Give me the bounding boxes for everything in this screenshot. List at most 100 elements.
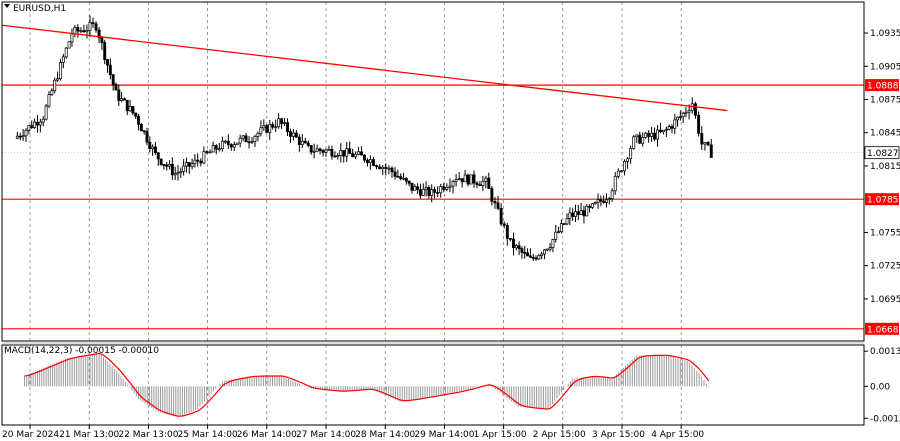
candle-bear: [18, 135, 22, 138]
time-axis: 20 Mar 2024 21 Mar 13:00 22 Mar 13:00 25 Ma…: [2, 425, 704, 440]
symbol-label: EURUSD,H1: [13, 4, 66, 14]
candle-bull: [381, 167, 385, 170]
candle-bull: [354, 153, 358, 158]
candle-bear: [375, 165, 379, 168]
candle-bull: [559, 223, 563, 232]
candle-bear: [30, 125, 34, 128]
candle-bear: [321, 150, 325, 153]
candle-bear: [588, 205, 592, 208]
macd-tick-label: 0.00136: [870, 347, 900, 357]
candle-bull: [481, 181, 485, 186]
candle-bear: [229, 144, 233, 148]
candle-bull: [605, 199, 608, 203]
candle-bull: [676, 117, 680, 121]
trendline-group: [1, 24, 728, 112]
candle-bull: [253, 136, 257, 142]
candle-bull: [457, 178, 461, 180]
candle-bull: [50, 90, 54, 95]
candle-bear: [153, 146, 157, 154]
time-tick-label: 27 Mar 14:00: [296, 430, 356, 440]
candle-bull: [345, 148, 349, 157]
candle-bull: [463, 174, 467, 183]
candle-bull: [537, 255, 541, 260]
price-level-label: 1.0668: [867, 325, 899, 335]
candle-bull: [568, 212, 572, 219]
candle-bull: [687, 110, 691, 113]
time-tick-label: 29 Mar 14:00: [414, 430, 474, 440]
candle-bear: [487, 177, 491, 189]
candle-bull: [128, 106, 132, 112]
candle-bear: [505, 224, 509, 239]
time-tick-label: 25 Mar 14:00: [178, 430, 238, 440]
candle-bull: [168, 163, 171, 167]
candle-bull: [120, 98, 124, 101]
candle-bull: [551, 239, 555, 248]
candle-bull: [661, 129, 665, 133]
candle-bear: [472, 174, 476, 184]
candle-bull: [629, 148, 633, 160]
candle-bear: [36, 121, 39, 126]
candle-bear: [100, 37, 104, 43]
candle-bear: [131, 106, 135, 114]
macd-signal-line: [24, 352, 710, 417]
candle-bear: [502, 223, 506, 226]
candle-bear: [700, 133, 704, 145]
candle-bear: [478, 184, 482, 187]
candle-bear: [638, 134, 642, 144]
candle-bull: [262, 125, 266, 129]
candle-bull: [619, 170, 623, 173]
candle-bull: [208, 151, 212, 154]
candle-bear: [582, 210, 586, 217]
candle-bull: [235, 142, 239, 145]
candle-bear: [205, 151, 209, 153]
candle-bear: [416, 186, 420, 191]
candle-bear: [289, 131, 292, 137]
candle-bear: [496, 202, 500, 209]
candle-bull: [211, 145, 215, 153]
candle-bear: [108, 64, 112, 76]
candle-bear: [531, 256, 535, 259]
macd-histogram: [24, 352, 710, 418]
candle-bear: [247, 141, 251, 144]
price-level-label: 1.0785: [867, 196, 899, 206]
macd-pane-border: [1, 344, 865, 426]
candle-bull: [590, 203, 594, 208]
candle-bear: [318, 148, 322, 151]
candle-bear: [226, 140, 230, 145]
candle-bull: [41, 118, 45, 123]
candle-bull: [217, 148, 221, 151]
candle-bull: [327, 148, 331, 151]
candle-bull: [368, 159, 372, 163]
candle-bull: [259, 127, 263, 134]
candle-bear: [410, 182, 414, 191]
time-tick-label: 3 Apr 15:00: [592, 430, 645, 440]
candle-bull: [315, 148, 319, 152]
candle-bull: [610, 190, 614, 199]
macd-tick-label: -0.00124: [870, 414, 900, 424]
candle-bear: [490, 188, 494, 202]
candle-bull: [21, 135, 25, 138]
candle-bull: [667, 126, 671, 130]
candle-bear: [97, 29, 101, 39]
candle-bear: [393, 171, 397, 177]
candle-bear: [384, 167, 388, 169]
candle-bull: [703, 142, 707, 145]
candle-bull: [626, 158, 630, 162]
candle-bull: [579, 210, 583, 215]
candle-bear: [697, 114, 701, 134]
candle-bull: [202, 151, 206, 164]
price-tick-label: 1.0875: [870, 95, 900, 105]
price-level-badge: [865, 322, 899, 335]
candle-bull: [193, 159, 197, 165]
chart-header: EURUSD,H1: [4, 4, 66, 14]
candle-bear: [165, 164, 169, 167]
candles: [15, 15, 713, 261]
symbol-menu-triangle-icon[interactable]: [4, 4, 10, 8]
candle-bear: [372, 159, 375, 166]
candle-bear: [137, 115, 140, 125]
candle-bull: [15, 135, 19, 139]
candle-bear: [125, 99, 129, 112]
candle-bear: [520, 248, 524, 253]
candle-bull: [250, 140, 254, 143]
